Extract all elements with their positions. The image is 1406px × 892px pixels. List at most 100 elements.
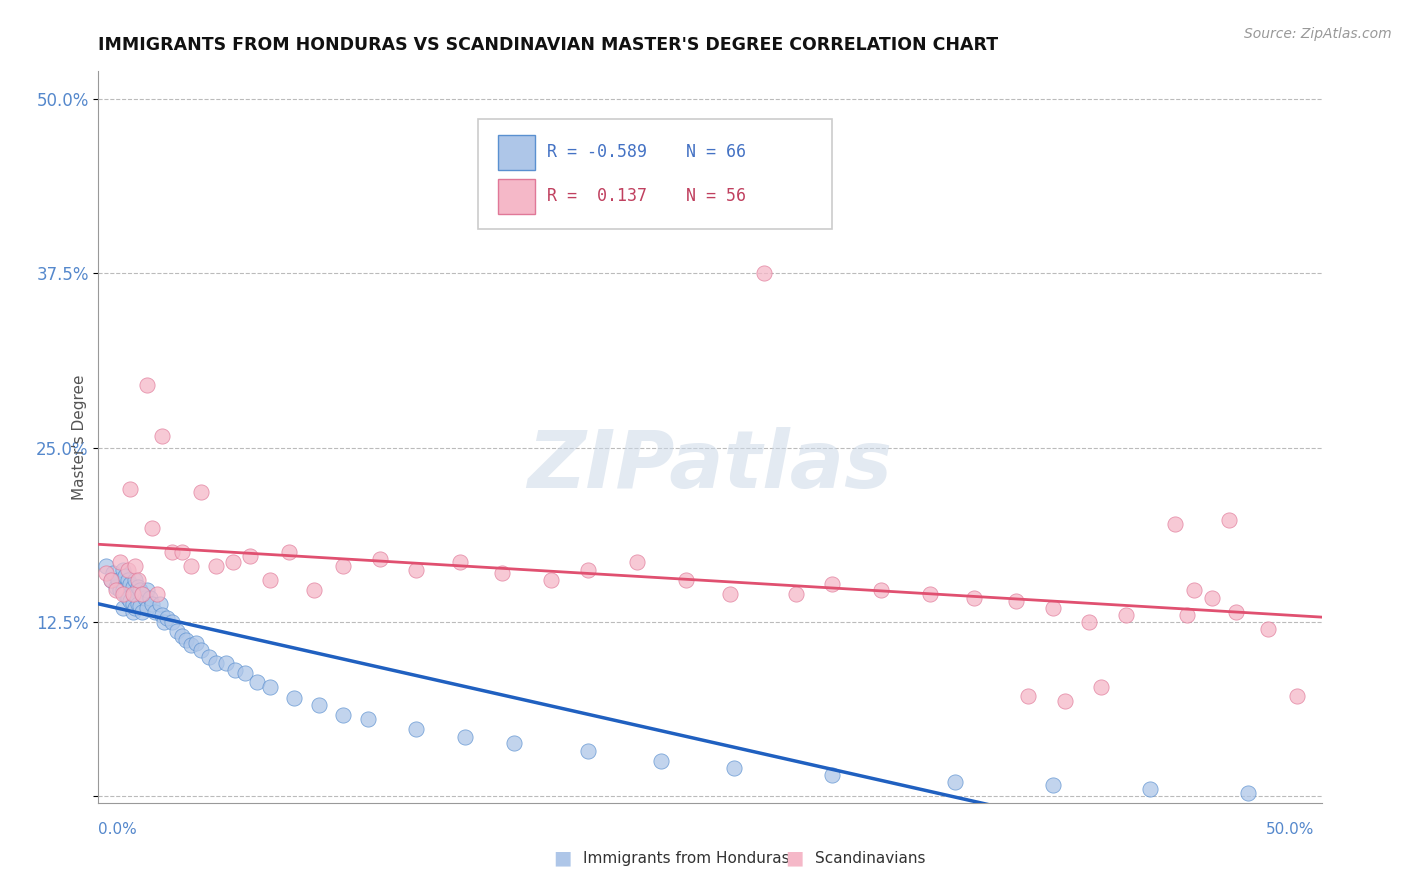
- Point: [156, 610, 179, 624]
- Text: R = -0.589: R = -0.589: [547, 143, 647, 161]
- Point: [117, 573, 139, 587]
- Point: [117, 563, 139, 577]
- FancyBboxPatch shape: [478, 119, 832, 228]
- Point: [180, 639, 202, 653]
- Y-axis label: Master's Degree: Master's Degree: [72, 375, 87, 500]
- Point: [121, 597, 143, 611]
- Point: [1042, 600, 1064, 615]
- Point: [222, 555, 245, 569]
- Point: [920, 587, 942, 601]
- Point: [114, 587, 136, 601]
- Point: [160, 615, 183, 629]
- Point: [576, 744, 599, 758]
- Point: [224, 664, 246, 678]
- Point: [100, 573, 122, 587]
- Point: [675, 573, 697, 587]
- Point: [718, 587, 741, 601]
- Point: [752, 266, 775, 280]
- Point: [139, 591, 162, 605]
- Bar: [498, 179, 536, 214]
- Point: [120, 594, 142, 608]
- Text: Scandinavians: Scandinavians: [815, 851, 927, 865]
- Point: [821, 768, 844, 782]
- Text: ■: ■: [785, 848, 804, 868]
- Point: [153, 615, 176, 629]
- Point: [308, 698, 330, 713]
- Point: [454, 731, 477, 745]
- Point: [233, 666, 256, 681]
- Point: [821, 577, 844, 591]
- Point: [650, 754, 672, 768]
- Point: [259, 573, 281, 587]
- Point: [104, 580, 127, 594]
- Point: [332, 708, 354, 723]
- Point: [785, 587, 807, 601]
- Point: [121, 580, 143, 594]
- Text: Source: ZipAtlas.com: Source: ZipAtlas.com: [1244, 27, 1392, 41]
- Point: [136, 582, 159, 597]
- Point: [1164, 517, 1187, 532]
- Point: [205, 558, 228, 573]
- Text: 0.0%: 0.0%: [98, 822, 138, 837]
- Point: [117, 591, 139, 605]
- Point: [626, 555, 648, 569]
- Point: [1175, 607, 1198, 622]
- Point: [332, 558, 354, 573]
- Point: [120, 577, 142, 591]
- Text: ZIPatlas: ZIPatlas: [527, 427, 893, 506]
- Text: N = 66: N = 66: [686, 143, 745, 161]
- Point: [107, 573, 129, 587]
- Point: [239, 549, 262, 564]
- Point: [1115, 607, 1137, 622]
- Point: [1218, 513, 1240, 527]
- Point: [283, 691, 305, 706]
- Point: [1078, 615, 1101, 629]
- Point: [141, 597, 163, 611]
- Point: [146, 587, 169, 601]
- Point: [368, 552, 391, 566]
- Point: [540, 573, 562, 587]
- Point: [1053, 694, 1076, 708]
- Point: [104, 582, 127, 597]
- Point: [131, 587, 153, 601]
- Point: [124, 573, 146, 587]
- Point: [127, 597, 149, 611]
- Point: [943, 775, 966, 789]
- Point: [127, 580, 149, 594]
- Point: [405, 722, 427, 736]
- Point: [110, 555, 132, 569]
- Point: [491, 566, 513, 580]
- Point: [100, 573, 122, 587]
- Bar: [498, 135, 536, 170]
- Point: [129, 599, 152, 614]
- Point: [405, 563, 427, 577]
- Point: [356, 712, 378, 726]
- Point: [141, 521, 163, 535]
- Point: [111, 587, 134, 601]
- Point: [1225, 605, 1247, 619]
- Point: [180, 558, 202, 573]
- Point: [160, 545, 183, 559]
- Point: [127, 573, 149, 587]
- Point: [110, 582, 132, 597]
- Point: [246, 674, 269, 689]
- Point: [302, 582, 325, 597]
- Point: [576, 563, 599, 577]
- Point: [1201, 591, 1223, 605]
- Point: [1042, 778, 1064, 792]
- Point: [190, 642, 212, 657]
- Point: [124, 558, 146, 573]
- Point: [190, 485, 212, 500]
- Point: [124, 587, 146, 601]
- Point: [1286, 689, 1309, 703]
- Text: R =  0.137: R = 0.137: [547, 186, 647, 204]
- Point: [94, 558, 117, 573]
- Point: [1004, 594, 1026, 608]
- Point: [136, 377, 159, 392]
- Point: [205, 657, 228, 671]
- Point: [129, 582, 152, 597]
- Point: [963, 591, 986, 605]
- Text: 50.0%: 50.0%: [1267, 822, 1315, 837]
- Point: [136, 600, 159, 615]
- Point: [170, 545, 193, 559]
